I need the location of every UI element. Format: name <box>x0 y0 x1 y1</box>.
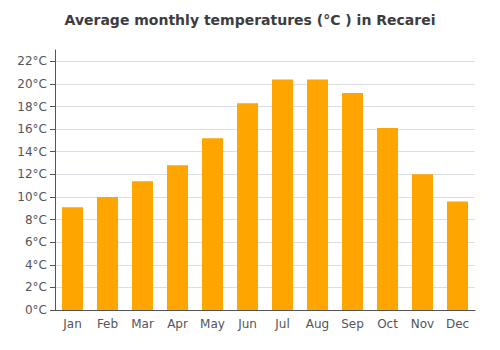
svg-text:8°C: 8°C <box>25 213 47 227</box>
svg-text:Feb: Feb <box>97 317 118 331</box>
svg-text:Apr: Apr <box>167 317 188 331</box>
svg-text:6°C: 6°C <box>25 235 47 249</box>
svg-text:16°C: 16°C <box>17 122 47 136</box>
svg-text:22°C: 22°C <box>17 54 47 68</box>
svg-text:14°C: 14°C <box>17 145 47 159</box>
svg-text:10°C: 10°C <box>17 190 47 204</box>
svg-text:Jul: Jul <box>274 317 289 331</box>
svg-text:20°C: 20°C <box>17 77 47 91</box>
svg-text:18°C: 18°C <box>17 100 47 114</box>
svg-text:4°C: 4°C <box>25 258 47 272</box>
svg-text:Jan: Jan <box>62 317 82 331</box>
svg-text:Aug: Aug <box>306 317 329 331</box>
svg-text:Dec: Dec <box>446 317 469 331</box>
svg-text:2°C: 2°C <box>25 280 47 294</box>
svg-text:Mar: Mar <box>131 317 154 331</box>
svg-text:Sep: Sep <box>341 317 364 331</box>
svg-text:0°C: 0°C <box>25 303 47 317</box>
svg-text:Jun: Jun <box>237 317 257 331</box>
svg-text:Average monthly temperatures (: Average monthly temperatures (°C ) in Re… <box>65 12 436 28</box>
svg-text:Nov: Nov <box>411 317 434 331</box>
svg-text:Oct: Oct <box>377 317 398 331</box>
svg-text:May: May <box>200 317 225 331</box>
svg-text:12°C: 12°C <box>17 167 47 181</box>
